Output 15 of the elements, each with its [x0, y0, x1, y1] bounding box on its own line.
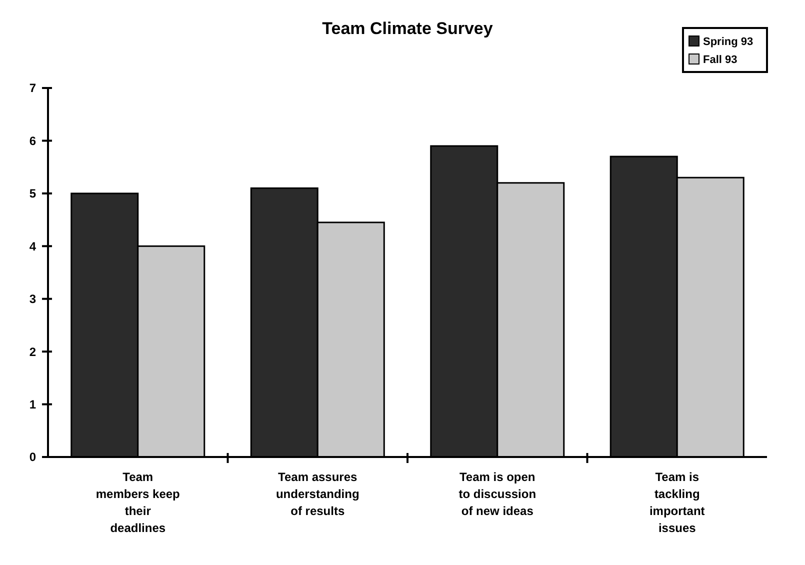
x-tick-label: Team assures understanding of results	[276, 470, 360, 518]
legend-label: Spring 93	[703, 36, 754, 48]
y-tick-label: 7	[29, 81, 36, 96]
y-tick-label: 2	[29, 344, 36, 359]
y-tick-label: 3	[29, 292, 36, 306]
chart-title: Team Climate Survey	[322, 19, 494, 38]
y-tick-label: 0	[29, 450, 36, 464]
x-tick-label: Team is tackling important issues	[649, 470, 705, 535]
x-tick-label: Team members keep their deadlines	[96, 470, 180, 535]
legend-label: Fall 93	[703, 54, 738, 66]
y-tick-label: 1	[29, 397, 36, 412]
y-tick-label: 5	[29, 186, 36, 201]
y-tick-label: 6	[29, 134, 36, 148]
y-tick-label: 4	[29, 239, 36, 254]
x-tick-label: Team is open to discussion of new ideas	[458, 470, 536, 518]
